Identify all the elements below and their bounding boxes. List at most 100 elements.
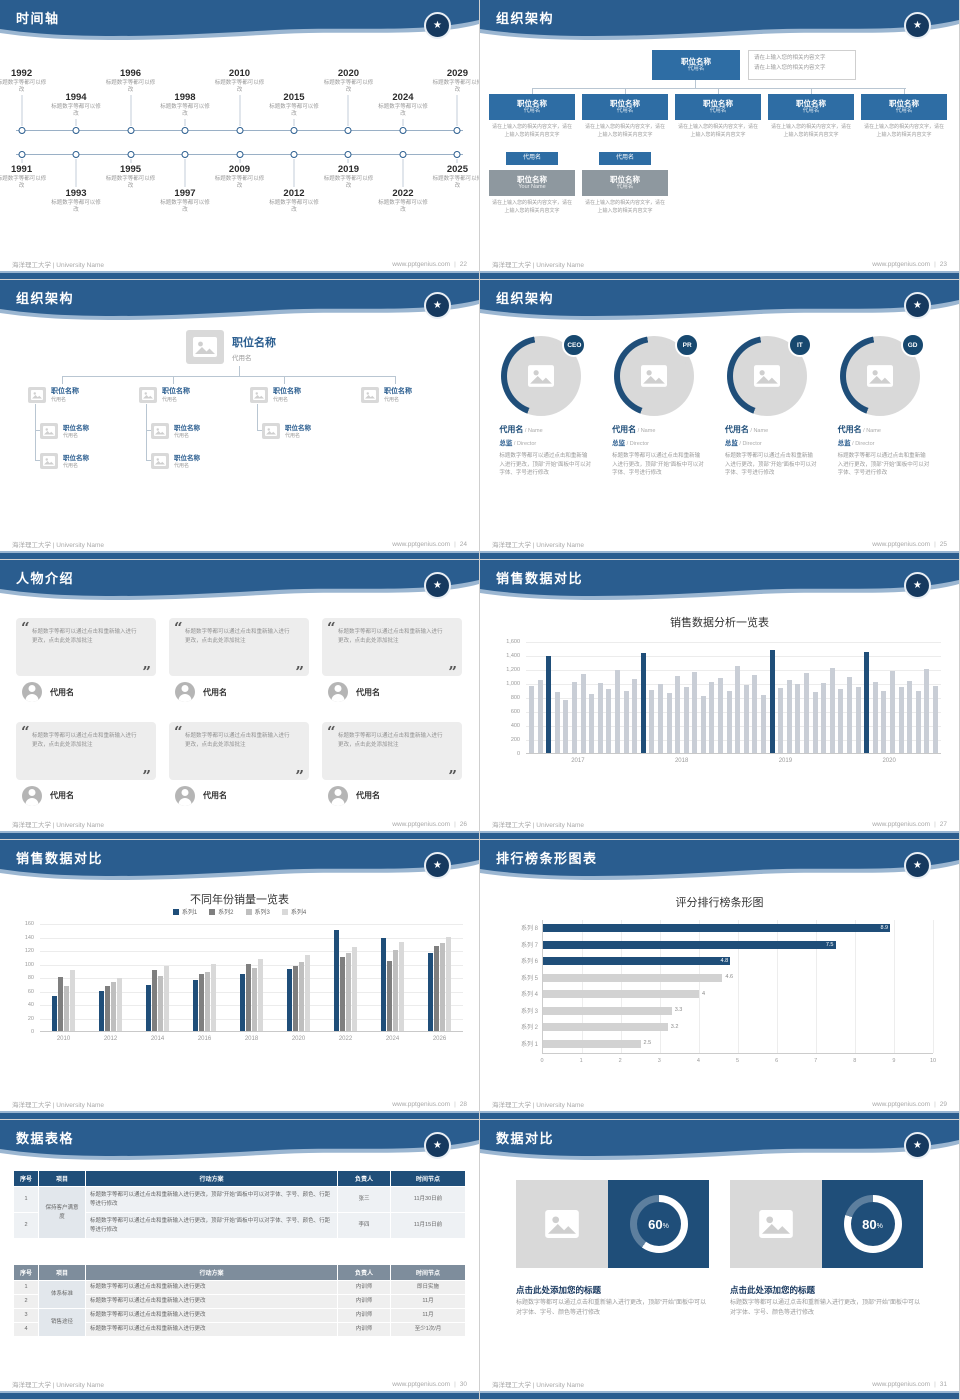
timeline-year: 1995 xyxy=(119,164,142,175)
gridline xyxy=(777,920,778,1053)
position-title: 职位名称 xyxy=(384,388,412,395)
bar xyxy=(623,691,629,753)
slide-22-timeline[interactable]: 1992 标题数字等都可以修改 1994 标题数字等都可以修改 1996 标题数字等都可以… xyxy=(0,0,479,279)
bar xyxy=(632,678,638,753)
chart-title: 不同年份销量一览表 xyxy=(190,894,289,906)
ranking-chart-content: 评分排行榜条形图 8.9 7.5 4.8 4.6 4 3.3 3.2 2.5 系列 8 系列 7 系列… xyxy=(480,886,959,1095)
people-cards-content: “标题数字等都可以通过点击和重新输入进行更改，点击此处添加批注” 代用名 “标题数字… xyxy=(0,606,479,815)
slide-28-grouped-bar-chart[interactable]: 不同年份销量一览表 系列1 系列2 系列3 系列4 0 20 40 60 80 100 120 140 1… xyxy=(0,840,479,1119)
timeline-caption: 标题数字等都可以修改 xyxy=(160,200,210,213)
table-cell: 3 xyxy=(14,1309,38,1322)
bottom-band xyxy=(480,831,959,839)
table-cell: 4 xyxy=(14,1323,38,1336)
bottom-band xyxy=(0,1111,479,1119)
quote-bubble: “标题数字等都可以通过点击和重新输入进行更改，点击此处添加批注 ” xyxy=(322,721,462,785)
photo-placeholder xyxy=(620,342,689,410)
table-cell: 保持客户满意度 xyxy=(39,1187,85,1238)
x-axis-label: 8 xyxy=(853,1058,857,1064)
photo-placeholder xyxy=(139,386,157,403)
table-cell: 标题数字等都可以通过点击和重新输入进行更改 xyxy=(86,1295,337,1308)
slide-24-org-tree[interactable]: 职位名称 代用名 职位名称 代用名 职位名称 代用名 职位名称 代用名 职位名称 代用名 职位名称代… xyxy=(0,280,479,559)
position-title: 职位名称 xyxy=(63,425,89,432)
gridline xyxy=(40,951,463,952)
table-header-row: 序号 项目 行动方案 负责人 时间节点 xyxy=(14,1171,465,1186)
x-axis-label: 2010 xyxy=(56,1036,71,1042)
timeline-entry: 2020 标题数字等都可以修改 xyxy=(322,68,374,94)
role-badge: GD xyxy=(900,333,925,357)
timeline-caption: 标题数字等都可以修改 xyxy=(323,176,374,189)
picture-icon xyxy=(154,425,166,436)
slide-title: 人物介绍 xyxy=(16,571,75,586)
bar xyxy=(743,685,749,753)
table-cell: 体系标准 xyxy=(39,1281,85,1308)
slide-26-people-intro[interactable]: “标题数字等都可以通过点击和重新输入进行更改，点击此处添加批注” 代用名 “标题数字… xyxy=(0,560,479,839)
x-axis-label: 4 xyxy=(696,1058,700,1064)
table-cell: 标题数字等都可以通过点击和重新输入进行更改 xyxy=(86,1323,337,1336)
quote-bubble: “标题数字等都可以通过点击和重新输入进行更改，点击此处添加批注 ” xyxy=(16,721,156,785)
timeline-connector xyxy=(456,95,458,126)
timeline-connector xyxy=(402,119,404,126)
timeline-caption: 标题数字等都可以修改 xyxy=(269,200,319,213)
header-wave xyxy=(0,560,479,601)
bar xyxy=(52,995,57,1031)
slide-header: 组织架构 ★ xyxy=(0,280,479,326)
column-header: 行动方案 xyxy=(86,1171,337,1186)
person-name: 代用名 xyxy=(203,791,227,800)
university-logo-icon: ★ xyxy=(904,12,931,39)
timeline-year: 1997 xyxy=(174,188,196,199)
header-wave xyxy=(0,840,479,881)
position-subtitle: 代用名 xyxy=(162,397,178,403)
bar xyxy=(193,980,198,1031)
table-cell: 内训师 xyxy=(338,1295,390,1308)
quote-text: 标题数字等都可以通过点击和重新输入进行更改，点击此处添加批注 xyxy=(32,629,137,645)
x-axis-label: 2020 xyxy=(882,758,896,764)
timeline-entry: 1998 标题数字等都可以修改 xyxy=(159,92,211,118)
timeline-year: 2025 xyxy=(446,164,468,175)
person-card: PR 代用名 / Name 总监 / Director 标题数字等都可以通过点击和重新… xyxy=(612,333,714,535)
timeline-caption: 标题数字等都可以修改 xyxy=(432,80,479,93)
gridline xyxy=(933,920,934,1053)
position-subtitle: 代用名 xyxy=(51,397,67,403)
timeline-caption: 标题数字等都可以修改 xyxy=(51,104,101,117)
position-box: 职位名称 代用名 xyxy=(768,94,854,120)
connector-line xyxy=(811,88,812,94)
gridline xyxy=(894,920,895,1053)
slide-30-data-table[interactable]: 序号 项目 行动方案 负责人 时间节点 1 保持客户满意度 标题数字等都可以通过点击和重新输入… xyxy=(0,1120,479,1399)
slide-27-sales-chart[interactable]: 销售数据分析一览表 0 200 400 600 800 1,000 1,200 1,400 1,6… xyxy=(480,560,959,839)
bar xyxy=(543,973,723,982)
university-logo-icon: ★ xyxy=(904,1132,931,1159)
timeline-caption: 标题数字等都可以修改 xyxy=(378,200,428,213)
bar xyxy=(907,680,913,753)
slide-29-ranking-chart[interactable]: 评分排行榜条形图 8.9 7.5 4.8 4.6 4 3.3 3.2 2.5 系列 8 系列 7 系列… xyxy=(480,840,959,1119)
timeline-year: 2019 xyxy=(337,164,360,175)
compare-content: 60% 点击此处添加您的标题 标题数字等都可以通过点击和重新输入进行更改，顶部“开始… xyxy=(480,1166,959,1375)
x-axis-label: 1 xyxy=(579,1058,583,1064)
table-row: 1 体系标准 标题数字等都可以通过点击和重新输入进行更改 内训师 即日实施 xyxy=(14,1281,465,1308)
slide-header: 销售数据对比 ★ xyxy=(0,840,479,886)
person-role-row: 总监 / Director xyxy=(725,437,827,447)
table-cell: 标题数字等都可以通过点击和重新输入进行更改，顶部“开始”面板中可以对字体、字号、… xyxy=(86,1213,337,1238)
panel-title: 点击此处添加您的标题 xyxy=(730,1285,816,1295)
photo-placeholder xyxy=(250,386,268,403)
person-quote-card: “标题数字等都可以通过点击和重新输入进行更改，点击此处添加批注 ” 代用名 xyxy=(16,618,156,712)
slide-footer: 海洋理工大学 | University Name www.pptgenius.c… xyxy=(480,539,959,550)
bar-series xyxy=(526,650,941,753)
connector-line xyxy=(146,404,147,460)
picture-icon xyxy=(866,365,893,387)
timeline-connector xyxy=(184,159,186,187)
slide-31-data-compare[interactable]: 60% 点击此处添加您的标题 标题数字等都可以通过点击和重新输入进行更改，顶部“开始… xyxy=(480,1120,959,1399)
slide-25-team[interactable]: CEO 代用名 / Name 总监 / Director 标题数字等都可以通过点击和重… xyxy=(480,280,959,559)
bar xyxy=(554,692,560,753)
bar: 8.9 xyxy=(543,924,891,932)
timeline-caption: 标题数字等都可以修改 xyxy=(105,80,156,93)
timeline-year: 2029 xyxy=(446,68,468,79)
person-role: 总监 xyxy=(612,440,626,447)
position-text: 职位名称 代用名 xyxy=(285,422,311,439)
slide-23-org-chart[interactable]: 职位名称 代用名 请在上输入您的相关内容文字 请在上输入您的相关内容文字 职位名称 代用名… xyxy=(480,0,959,279)
connector-line xyxy=(257,404,258,430)
category-label: 系列 8 xyxy=(520,926,538,932)
photo-placeholder xyxy=(186,330,224,364)
timeline-year: 2015 xyxy=(283,92,305,103)
footer-url: www.pptgenius.com xyxy=(392,1380,451,1388)
